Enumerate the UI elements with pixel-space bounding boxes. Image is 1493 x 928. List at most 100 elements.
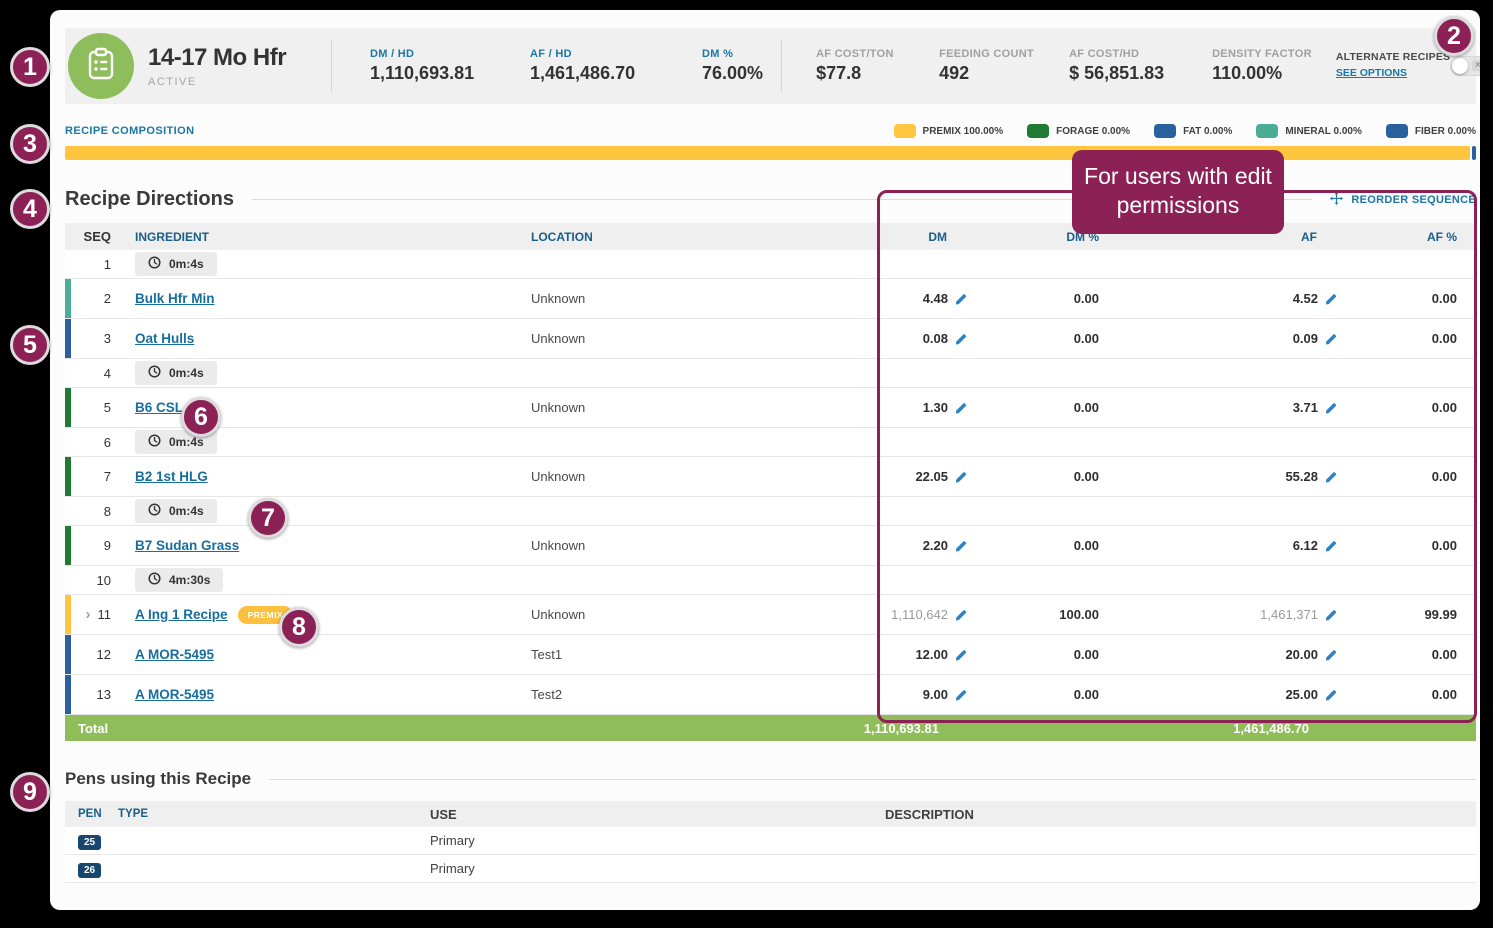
pen-number-badge[interactable]: 25 [78, 834, 102, 850]
stat-label: DM % [702, 48, 734, 60]
seq-number: 4 [103, 365, 111, 381]
edit-dm-icon[interactable] [954, 469, 969, 484]
dm-value: 1,110,642 [891, 607, 948, 622]
edit-dm-icon[interactable] [954, 400, 969, 415]
mix-time-chip: 0m:4s [135, 252, 217, 276]
pens-table: PEN TYPE USE DESCRIPTION 25 Primary 26 Primary [65, 801, 1476, 883]
edit-dm-icon[interactable] [954, 687, 969, 702]
ingredient-link[interactable]: A MOR-5495 [135, 647, 215, 662]
af-pct-value: 0.00 [1431, 537, 1457, 553]
edit-af-icon[interactable] [1324, 400, 1339, 415]
location-cell: Unknown [531, 469, 586, 484]
pen-row: 25 Primary [65, 827, 1476, 855]
page-title: 14-17 Mo Hfr [148, 44, 287, 71]
ingredient-link[interactable]: Bulk Hfr Min [135, 291, 215, 306]
edit-af-icon[interactable] [1324, 607, 1339, 622]
edit-dm-icon[interactable] [954, 538, 969, 553]
composition-bar-segment [1471, 146, 1476, 160]
header-stat: AF COST/TON $77.8 [816, 48, 905, 84]
pen-number-badge[interactable]: 26 [78, 862, 102, 878]
column-header: DM [928, 229, 947, 244]
see-options-link[interactable]: SEE OPTIONS [1335, 67, 1408, 79]
recipe-directions-header: Recipe Directions REORDER SEQUENCE [65, 188, 1476, 211]
ingredient-link[interactable]: A MOR-5495 [135, 687, 215, 702]
table-row: 5 B6 CSL Unknown 1.30 0.00 3.71 0.00 [65, 388, 1476, 428]
mix-time-value: 0m:4s [169, 435, 204, 449]
table-row: 2 Bulk Hfr Min Unknown 4.48 0.00 4.52 0.00 [65, 279, 1476, 319]
edit-af-icon[interactable] [1324, 331, 1339, 346]
divider [331, 40, 332, 92]
callout-badge-3: 3 [10, 124, 50, 164]
seq-cell: 1 [71, 257, 117, 272]
clipboard-list-icon [84, 47, 118, 86]
edit-af-icon[interactable] [1324, 538, 1339, 553]
legend-swatch [1256, 124, 1279, 138]
legend-label: FAT 0.00% [1183, 125, 1233, 137]
dm-cell: 0.08 [869, 331, 969, 346]
af-pct-cell: 0.00 [1339, 468, 1461, 486]
expand-chevron-icon[interactable]: › [85, 606, 91, 623]
clock-icon [148, 572, 161, 588]
edit-dm-icon[interactable] [954, 607, 969, 622]
table-row: 4 0m:4s [65, 359, 1476, 388]
ingredient-link[interactable]: B2 1st HLG [135, 469, 208, 484]
af-pct-cell: 0.00 [1339, 646, 1461, 664]
stat-value: $ 56,851.83 [1069, 63, 1165, 83]
total-row: Total 1,110,693.81 1,461,486.70 [65, 715, 1476, 741]
ingredient-cell: Bulk Hfr Min [117, 291, 521, 306]
dm-pct-value: 0.00 [1073, 399, 1099, 415]
legend-item: PREMIX 100.00% [893, 124, 1004, 138]
edit-af-icon[interactable] [1324, 647, 1339, 662]
legend-label: PREMIX 100.00% [922, 125, 1004, 137]
af-pct-value: 0.00 [1431, 686, 1457, 702]
pens-section-header: Pens using this Recipe [65, 769, 1476, 789]
ingredient-link[interactable]: Oat Hulls [135, 331, 195, 346]
recipe-composition-label: RECIPE COMPOSITION [65, 125, 195, 137]
alternate-recipes-label: ALTERNATE RECIPES [1335, 51, 1451, 63]
location-cell: Unknown [531, 538, 586, 553]
af-cell: 6.12 [1099, 538, 1339, 553]
ingredient-cell: A Ing 1 Recipe PREMIX [117, 605, 521, 624]
af-pct-cell: 0.00 [1339, 399, 1461, 417]
column-header: AF [1301, 229, 1317, 244]
dm-cell: 1,110,642 [869, 607, 969, 622]
callout-badge-9: 9 [10, 772, 50, 812]
stat-label: DENSITY FACTOR [1212, 48, 1312, 60]
af-pct-cell: 0.00 [1339, 686, 1461, 704]
legend-swatch [1027, 124, 1050, 138]
edit-dm-icon[interactable] [954, 647, 969, 662]
edit-af-icon[interactable] [1324, 469, 1339, 484]
ingredient-cell: B7 Sudan Grass [117, 538, 521, 553]
edit-dm-icon[interactable] [954, 331, 969, 346]
ingredient-link[interactable]: B6 CSL [135, 400, 184, 415]
callout-badge-7: 7 [248, 498, 288, 538]
dm-value: 4.48 [922, 291, 948, 306]
seq-number: 6 [103, 434, 111, 450]
legend-swatch [1154, 124, 1177, 138]
alternate-recipes-toggle[interactable]: ✕ [1450, 56, 1480, 76]
seq-number: 5 [103, 400, 111, 415]
callout-badge-5: 5 [10, 325, 50, 365]
seq-cell: 8 [71, 504, 117, 519]
seq-number: 13 [96, 687, 111, 702]
seq-cell: 10 [71, 573, 117, 588]
ingredient-cell: Oat Hulls [117, 331, 521, 346]
ingredient-cell: 4m:30s [117, 568, 521, 592]
clock-icon [148, 365, 161, 381]
seq-number: 7 [103, 469, 111, 484]
divider [781, 40, 783, 92]
af-pct-value: 0.00 [1431, 468, 1457, 484]
header-stat: AF COST/HD $ 56,851.83 [1069, 48, 1178, 84]
ingredient-link[interactable]: A Ing 1 Recipe [135, 607, 228, 622]
dm-value: 12.00 [915, 647, 948, 662]
edit-af-icon[interactable] [1324, 291, 1339, 306]
legend-swatch [1385, 124, 1408, 138]
edit-af-icon[interactable] [1324, 687, 1339, 702]
dm-pct-cell: 0.00 [969, 537, 1099, 555]
af-pct-cell: 0.00 [1339, 330, 1461, 348]
seq-cell: › 11 [71, 607, 117, 622]
ingredient-link[interactable]: B7 Sudan Grass [135, 538, 240, 553]
edit-dm-icon[interactable] [954, 291, 969, 306]
reorder-sequence-button[interactable]: REORDER SEQUENCE [1330, 191, 1476, 208]
